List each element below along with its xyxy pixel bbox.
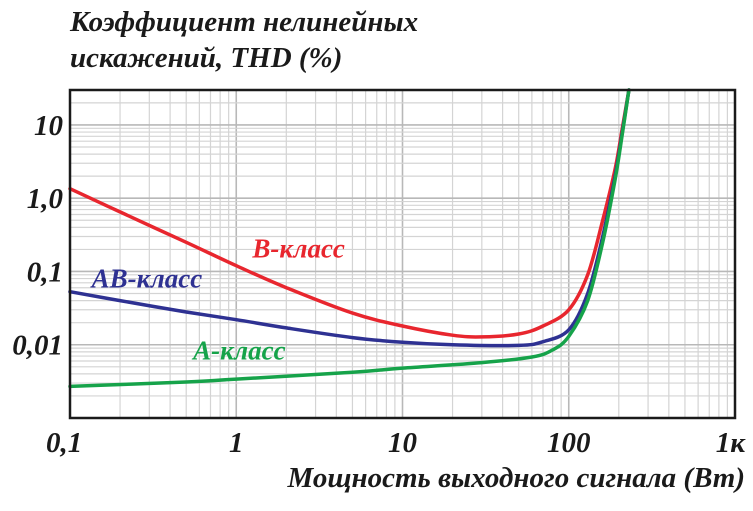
plot-frame xyxy=(68,88,737,420)
series-label-2: АВ-класс xyxy=(90,264,203,294)
x-tick-label: 0,1 xyxy=(46,427,82,459)
x-tick-labels: 0,1 1 10 100 1к xyxy=(46,427,746,459)
x-tick-label: 10 xyxy=(388,427,417,459)
y-axis-title-line-1: Коэффициент нелинейных xyxy=(70,6,419,38)
y-tick-label: 0,1 xyxy=(27,256,63,288)
grid xyxy=(70,90,735,418)
series-label-3: А-класс xyxy=(191,335,286,365)
y-tick-labels: 0,01 0,1 1,0 10 xyxy=(12,110,63,362)
y-axis-title: Коэффициент нелинейных искажений, THD (%… xyxy=(70,4,418,76)
x-tick-label: 1к xyxy=(716,427,747,459)
y-tick-label: 10 xyxy=(34,110,63,142)
series-line-1 xyxy=(68,88,631,339)
x-tick-label: 100 xyxy=(547,427,591,459)
x-tick-label: 1 xyxy=(229,427,244,459)
y-axis-title-line-2: искажений, THD (%) xyxy=(70,42,343,74)
y-tick-label: 1,0 xyxy=(27,183,63,215)
curves xyxy=(68,88,631,389)
series-labels: В-класс АВ-класс А-класс xyxy=(90,234,345,366)
series-label-1: В-класс xyxy=(251,234,345,264)
series-line-3 xyxy=(68,88,631,389)
x-axis-title: Мощность выходного сигнала (Вт) xyxy=(287,462,746,494)
y-tick-label: 0,01 xyxy=(12,330,63,362)
